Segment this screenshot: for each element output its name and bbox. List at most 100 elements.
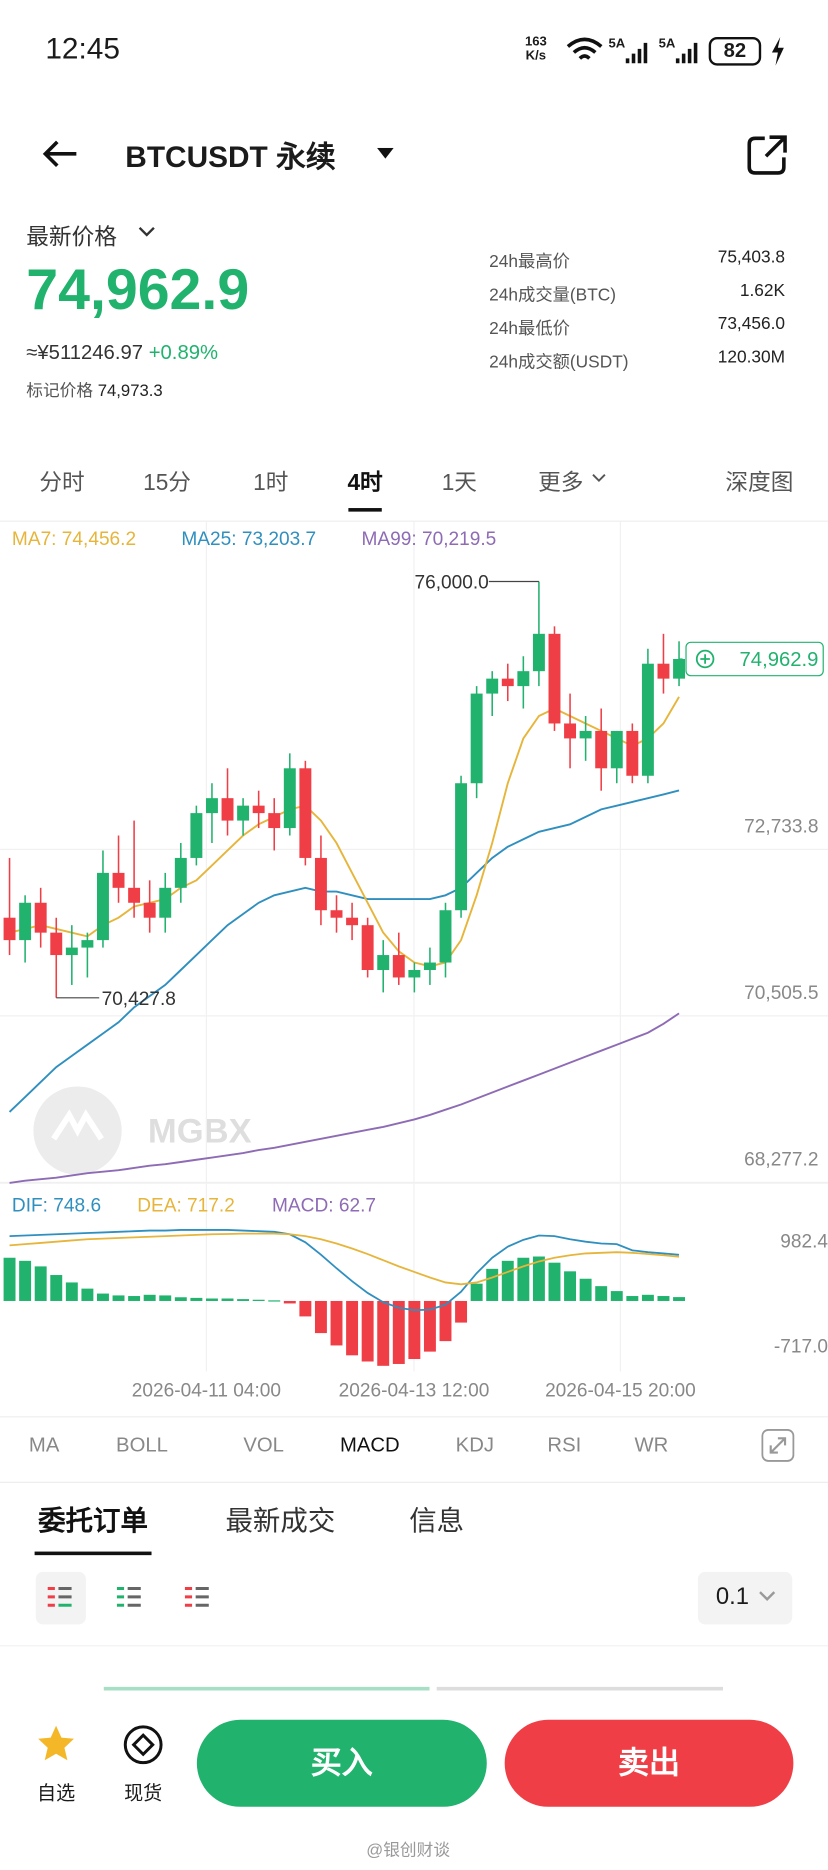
candle-body — [439, 910, 452, 963]
indicator-tab[interactable]: MA — [28, 1433, 60, 1457]
candle-body — [657, 663, 670, 679]
price-label[interactable]: 最新价格 — [26, 225, 117, 251]
macd-bar — [314, 1300, 327, 1334]
stat-value: 1.62K — [739, 281, 786, 301]
candle-body — [408, 969, 421, 978]
macd-bar — [517, 1257, 530, 1301]
order-tab[interactable]: 委托订单 — [38, 1505, 148, 1537]
tag-icon — [700, 654, 710, 664]
indicator-tab[interactable]: KDJ — [455, 1433, 495, 1457]
candle-body — [96, 872, 109, 941]
candle-body — [346, 917, 359, 926]
last-price-label: 74,962.9 — [740, 649, 819, 671]
indicator-tab[interactable]: MACD — [339, 1433, 400, 1457]
view-icons — [47, 1587, 209, 1607]
ma-line — [9, 1012, 680, 1184]
share-button[interactable] — [746, 134, 789, 177]
macd-bar — [330, 1300, 343, 1346]
price-change: +0.89% — [148, 341, 219, 364]
macd-bar — [221, 1298, 234, 1301]
favorite-label[interactable]: 自选 — [36, 1784, 76, 1805]
high-label: 76,000.0 — [415, 573, 489, 594]
order-tab[interactable]: 信息 — [409, 1505, 465, 1537]
macd-bar — [439, 1300, 452, 1342]
sim-label: 5A — [608, 36, 626, 52]
step-select[interactable] — [697, 1571, 793, 1625]
macd-bar — [283, 1300, 296, 1304]
candle-body — [190, 813, 203, 858]
macd-bar — [595, 1286, 608, 1301]
candle-body — [548, 633, 561, 724]
indicator-tab[interactable]: WR — [634, 1433, 669, 1457]
macd-bar — [81, 1288, 94, 1301]
macd-bar — [268, 1300, 281, 1302]
macd-bar — [641, 1294, 654, 1301]
dropdown-caret[interactable] — [377, 147, 394, 160]
signal-icon — [675, 42, 698, 64]
net-speed: 163 K/s — [525, 35, 547, 64]
mark-price: 标记价格 74,973.3 — [26, 378, 162, 402]
candle-body — [314, 857, 327, 911]
indicator-tab[interactable]: VOL — [243, 1433, 284, 1457]
sim-label: 5A — [658, 36, 676, 52]
candle-body — [19, 902, 32, 941]
macd-bar — [486, 1268, 499, 1301]
buy-button[interactable]: 买入 — [196, 1719, 487, 1807]
macd-bar — [19, 1260, 32, 1301]
macd-legend-item: MACD: 62.7 — [272, 1196, 376, 1217]
macd-bar — [159, 1295, 172, 1301]
indicator-tab[interactable]: RSI — [547, 1433, 582, 1457]
symbol-title[interactable]: BTCUSDT 永续 — [125, 140, 336, 175]
macd-bar — [532, 1256, 545, 1301]
timeframe-tab[interactable]: 更多 — [538, 471, 584, 497]
dropdown-caret — [138, 226, 155, 237]
candle-body — [34, 902, 47, 933]
spot-label[interactable]: 现货 — [124, 1784, 163, 1805]
candle-body — [205, 798, 218, 814]
timeframe-tab[interactable]: 15分 — [143, 471, 191, 497]
watermark-text: MGBX — [148, 1113, 252, 1151]
mark-value: 74,973.3 — [97, 380, 163, 400]
battery: 82 — [708, 36, 762, 66]
favorite-icon[interactable] — [36, 1724, 77, 1762]
watermark: @银创财谈 — [366, 1840, 451, 1860]
macd-bar — [501, 1260, 514, 1301]
candle-body — [579, 730, 592, 739]
net-speed-value: 163 — [524, 34, 547, 49]
timeframe-tab[interactable]: 1时 — [253, 471, 289, 497]
macd-bar — [346, 1300, 359, 1356]
macd-bar — [423, 1300, 436, 1352]
timeframe-tab[interactable]: 1天 — [441, 471, 477, 497]
ma-line — [9, 696, 680, 968]
spot-icon[interactable] — [122, 1723, 165, 1766]
macd-bar — [626, 1296, 639, 1301]
candle-body — [361, 925, 374, 970]
stat-label: 24h最高价 — [489, 252, 570, 272]
candle-body — [174, 857, 187, 888]
x-tick-label: 2026-04-13 12:00 — [339, 1381, 490, 1402]
candle-body — [221, 798, 234, 821]
macd-bar — [190, 1297, 203, 1301]
macd-bar — [408, 1300, 421, 1360]
y-tick-label: 982.4 — [780, 1231, 828, 1252]
order-tab[interactable]: 最新成交 — [225, 1505, 336, 1537]
macd-bar — [470, 1283, 483, 1301]
fullscreen-button[interactable] — [761, 1429, 795, 1462]
dropdown-caret — [759, 1591, 776, 1601]
net-speed-unit: K/s — [525, 48, 547, 64]
timeframe-tab[interactable]: 分时 — [39, 471, 85, 497]
y-tick-label: 68,277.2 — [744, 1150, 818, 1171]
back-button[interactable] — [41, 138, 79, 169]
y-tick-label: 72,733.8 — [744, 817, 818, 838]
candle-body — [641, 663, 654, 776]
stat-label: 24h最低价 — [489, 319, 570, 339]
depth-tab[interactable]: 深度图 — [725, 471, 794, 497]
stat-value: 73,456.0 — [717, 314, 786, 334]
indicator-tab[interactable]: BOLL — [116, 1433, 168, 1457]
timeframe-tab[interactable]: 4时 — [347, 471, 383, 497]
candle-body — [252, 805, 265, 814]
sell-button[interactable]: 卖出 — [504, 1719, 794, 1807]
macd-bar — [548, 1262, 561, 1301]
candle-body — [486, 678, 499, 694]
active-underline — [34, 1551, 152, 1556]
